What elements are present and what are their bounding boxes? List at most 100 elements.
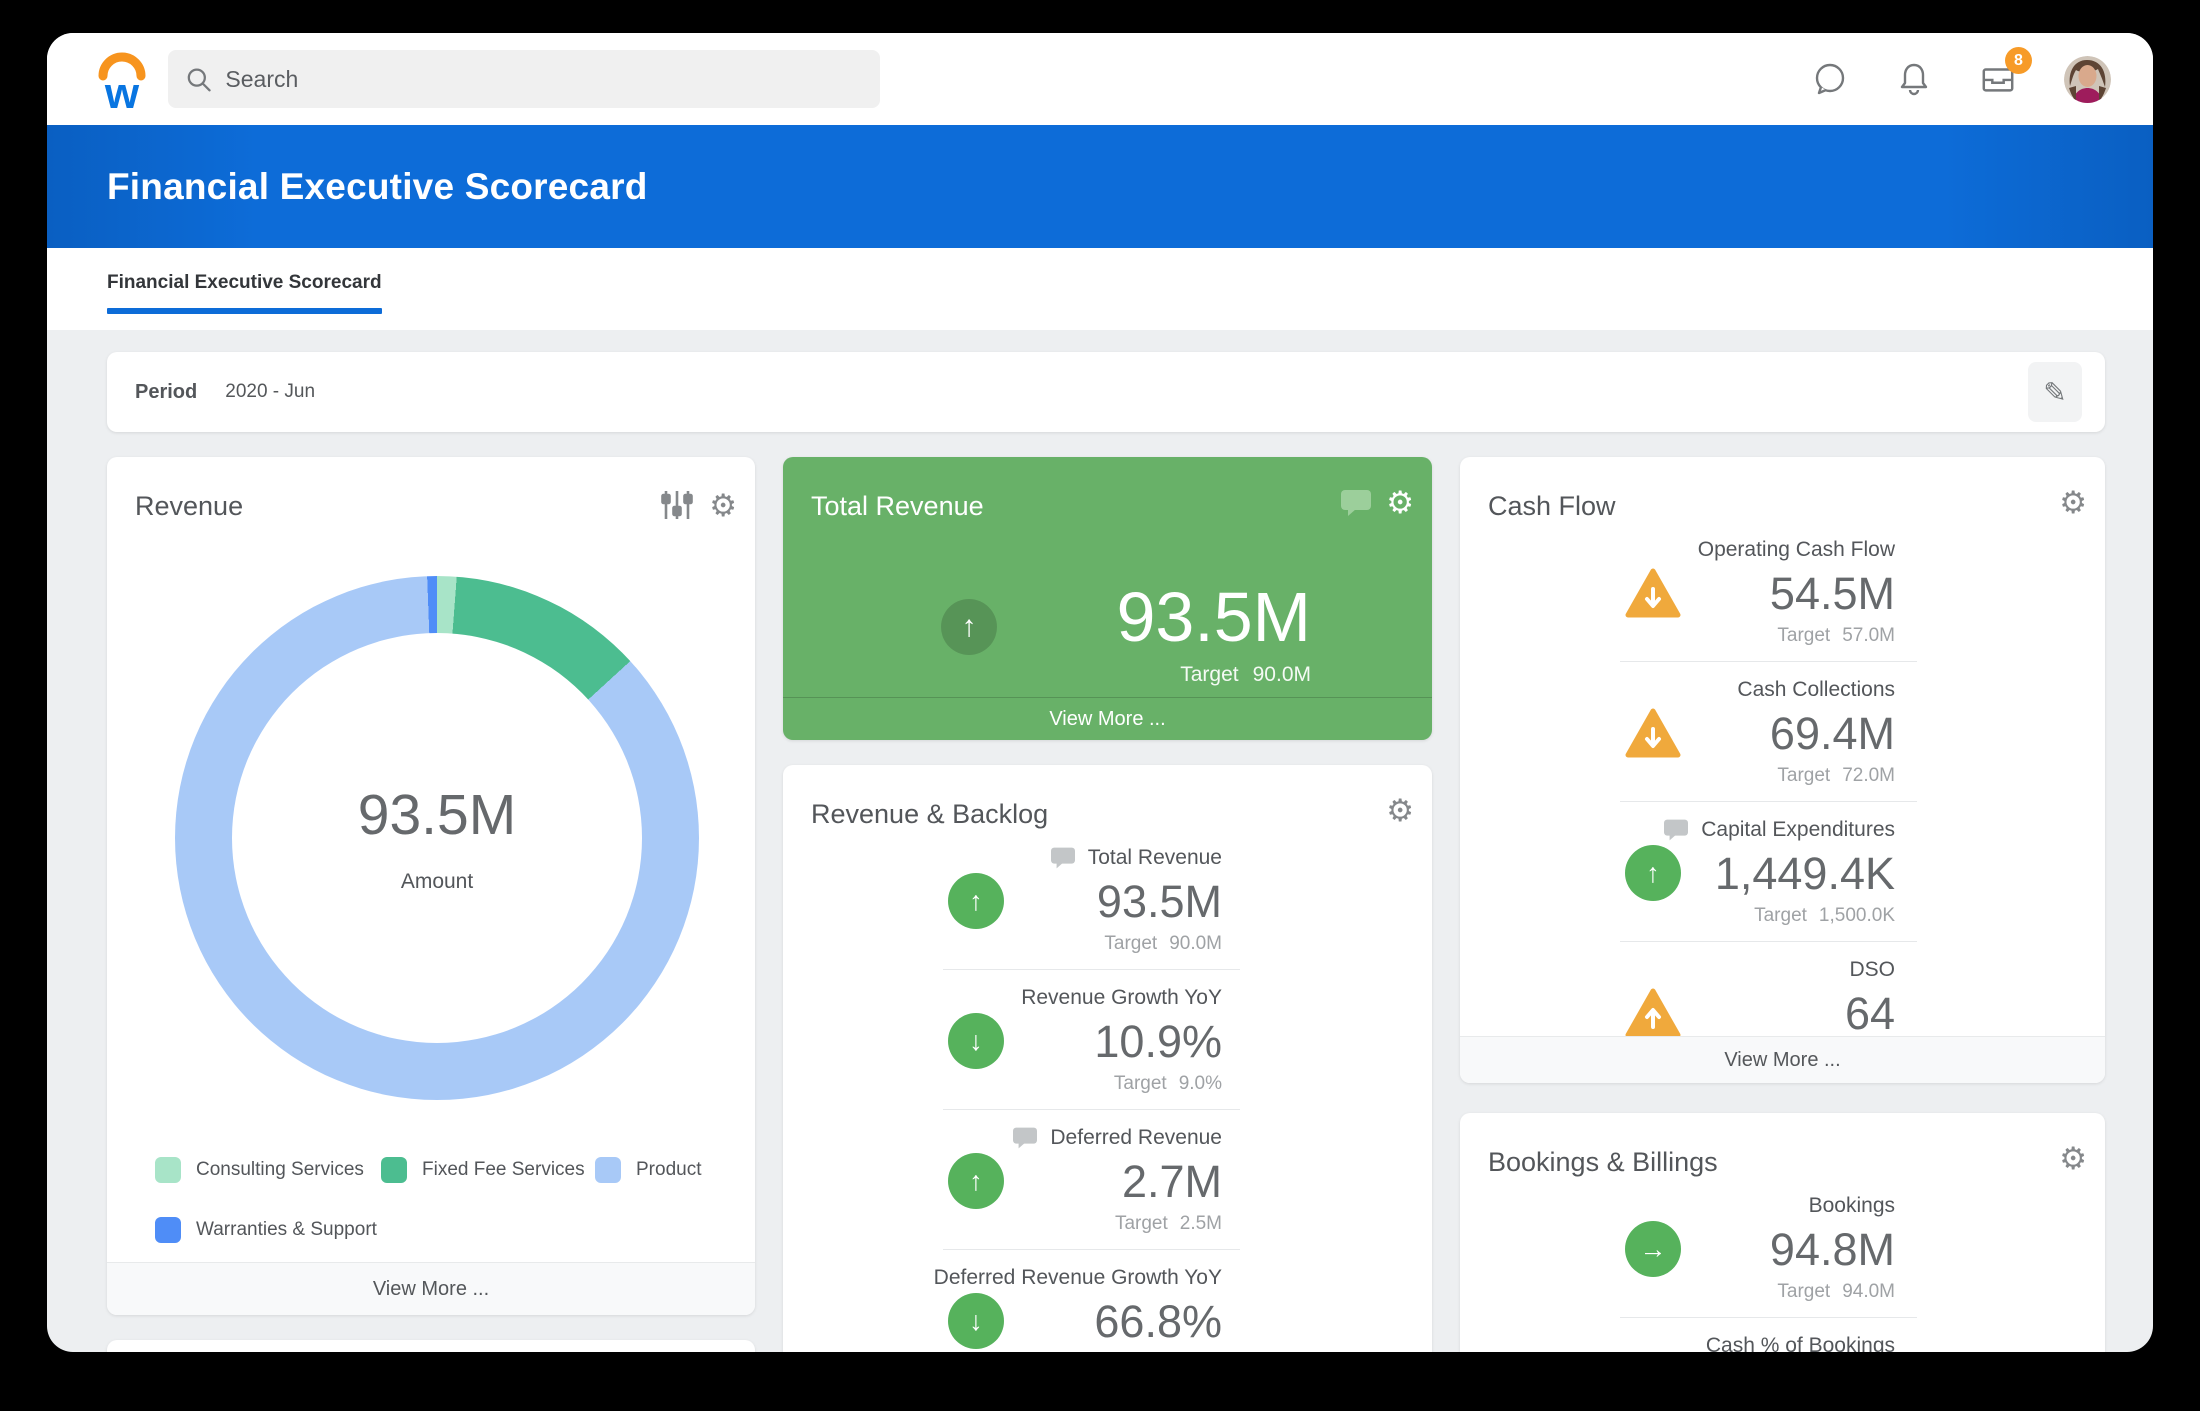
comment-icon[interactable]: [1663, 818, 1689, 842]
cash-flow-view-more-button[interactable]: View More ...: [1460, 1036, 2105, 1083]
donut-center-value: 93.5M: [358, 782, 516, 848]
legend-swatch: [155, 1217, 181, 1243]
kpi-row-deferred-revenue-growth-yoy: ↓ Deferred Revenue Growth YoY 66.8% Targ…: [783, 1249, 1432, 1352]
avatar[interactable]: [2064, 56, 2111, 103]
kpi-label: Revenue Growth YoY: [1021, 981, 1222, 1015]
total-revenue-view-more-button[interactable]: View More ...: [783, 697, 1432, 740]
kpi-target: Target90.0M: [943, 929, 1222, 959]
kpi-label: Deferred Revenue: [1050, 1121, 1222, 1155]
kpi-target: Target72.0M: [1620, 761, 1895, 791]
partial-card: [107, 1340, 755, 1352]
donut-center-label: Amount: [401, 870, 473, 894]
bookings-billings-card: Bookings & Billings ⚙ → Bookings 94.8M T…: [1460, 1113, 2105, 1352]
target-value: 90.0M: [1253, 663, 1311, 686]
kpi-target: Target94.0M: [1620, 1277, 1895, 1307]
revenue-card: Revenue ⚙ 93.5M Amount: [107, 457, 755, 1315]
target-label: Target: [1180, 663, 1238, 686]
status-up-circle-icon: ↑: [1625, 845, 1681, 901]
total-revenue-title: Total Revenue: [811, 491, 984, 522]
legend-label: Product: [636, 1159, 701, 1181]
bookings-kpi-list: → Bookings 94.8M Target94.0M Cash % of B…: [1460, 1177, 2105, 1352]
status-up-circle-icon: ↑: [948, 873, 1004, 929]
revenue-view-more-button[interactable]: View More ...: [107, 1262, 755, 1315]
revenue-backlog-kpi-list: ↑ Total Revenue 93.5M Target90.0M ↓ Reve…: [783, 829, 1432, 1352]
kpi-row-operating-cash-flow: Operating Cash Flow 54.5M Target57.0M: [1460, 521, 2105, 661]
status-up-circle-icon: ↑: [948, 1153, 1004, 1209]
comment-icon[interactable]: [1012, 1126, 1038, 1150]
comment-icon[interactable]: [1340, 488, 1372, 518]
total-revenue-tools: ⚙: [1340, 487, 1414, 518]
tab-active-underline: [107, 308, 382, 314]
total-revenue-card: Total Revenue ⚙ ↑ 93.5M Target 90.0M View…: [783, 457, 1432, 740]
app-window: w: [47, 33, 2153, 1352]
kpi-label: Operating Cash Flow: [1698, 533, 1895, 567]
dashboard-content: Period 2020 - Jun ✎ Revenue ⚙: [47, 330, 2153, 1352]
kpi-row-cash-collections: Cash Collections 69.4M Target72.0M: [1460, 661, 2105, 801]
chat-icon[interactable]: [1812, 61, 1848, 97]
svg-text:w: w: [104, 69, 140, 111]
kpi-row-cash-percent-of-bookings: Cash % of Bookings: [1460, 1317, 2105, 1352]
legend-item-product: Product: [595, 1157, 701, 1183]
total-revenue-value: 93.5M: [1116, 579, 1311, 655]
kpi-row-capital-expenditures: ↑ Capital Expenditures 1,449.4K Target1,…: [1460, 801, 2105, 941]
search-input[interactable]: [225, 66, 862, 93]
legend-item-fixed-fee-services: Fixed Fee Services: [381, 1157, 585, 1183]
legend-swatch: [155, 1157, 181, 1183]
cash-flow-kpi-list: Operating Cash Flow 54.5M Target57.0M Ca…: [1460, 521, 2105, 1081]
legend-swatch: [381, 1157, 407, 1183]
kpi-label: Capital Expenditures: [1701, 813, 1895, 847]
legend-label: Consulting Services: [196, 1159, 364, 1181]
tab-strip: Financial Executive Scorecard: [47, 248, 2153, 330]
gear-icon[interactable]: ⚙: [2059, 1143, 2087, 1174]
period-value: 2020 - Jun: [225, 381, 315, 403]
inbox-icon[interactable]: 8: [1980, 61, 2016, 97]
status-warning-down-icon: [1625, 565, 1681, 621]
cash-flow-title: Cash Flow: [1488, 491, 1616, 522]
revenue-card-tools: ⚙: [659, 487, 737, 523]
kpi-target: Target57.0M: [1620, 621, 1895, 651]
pencil-icon: ✎: [2043, 376, 2066, 409]
kpi-label: Total Revenue: [1088, 841, 1222, 875]
top-bar: w: [47, 33, 2153, 125]
kpi-label: Cash % of Bookings: [1706, 1329, 1895, 1352]
period-bar: Period 2020 - Jun ✎: [107, 352, 2105, 432]
period-label: Period: [135, 381, 197, 404]
gear-icon[interactable]: ⚙: [2059, 487, 2087, 518]
edit-period-button[interactable]: ✎: [2028, 362, 2082, 422]
kpi-target: Target1,500.0K: [1620, 901, 1895, 931]
legend-item-warranties-support: Warranties & Support: [155, 1217, 377, 1243]
tab-label: Financial Executive Scorecard: [107, 272, 382, 294]
revenue-card-title: Revenue: [135, 491, 243, 522]
search-box: [168, 50, 880, 108]
kpi-row-bookings: → Bookings 94.8M Target94.0M: [1460, 1177, 2105, 1317]
status-down-circle-icon: ↓: [948, 1293, 1004, 1349]
page-banner: Financial Executive Scorecard: [47, 125, 2153, 248]
status-up-circle-icon: ↑: [941, 599, 997, 655]
revenue-backlog-card: Revenue & Backlog ⚙ ↑ Total Revenue 93.5…: [783, 765, 1432, 1352]
kpi-row-deferred-revenue: ↑ Deferred Revenue 2.7M Target2.5M: [783, 1109, 1432, 1249]
comment-icon[interactable]: [1050, 846, 1076, 870]
filter-sliders-icon[interactable]: [659, 487, 695, 523]
total-revenue-target: Target 90.0M: [1116, 663, 1311, 687]
kpi-target: Target9.0%: [943, 1069, 1222, 1099]
legend-label: Warranties & Support: [196, 1219, 377, 1241]
gear-icon[interactable]: ⚙: [1386, 795, 1414, 826]
legend-item-consulting-services: Consulting Services: [155, 1157, 364, 1183]
workday-logo-icon[interactable]: w: [90, 47, 154, 111]
donut-center: 93.5M Amount: [232, 633, 642, 1043]
bookings-billings-title: Bookings & Billings: [1488, 1147, 1718, 1178]
inbox-badge: 8: [2005, 47, 2032, 74]
page-title: Financial Executive Scorecard: [107, 166, 648, 208]
kpi-label: Bookings: [1809, 1189, 1895, 1223]
revenue-donut-chart: 93.5M Amount: [175, 576, 699, 1100]
gear-icon[interactable]: ⚙: [709, 490, 737, 521]
gear-icon[interactable]: ⚙: [1386, 487, 1414, 518]
tab-financial-executive-scorecard[interactable]: Financial Executive Scorecard: [107, 248, 382, 314]
status-warning-up-icon: [1625, 985, 1681, 1041]
top-icons: 8: [1812, 56, 2111, 103]
search-icon: [186, 66, 211, 93]
status-right-circle-icon: →: [1625, 1221, 1681, 1277]
notifications-bell-icon[interactable]: [1896, 61, 1932, 97]
kpi-label: DSO: [1849, 953, 1895, 987]
cash-flow-card: Cash Flow ⚙ Operating Cash Flow 54.5M Ta…: [1460, 457, 2105, 1083]
